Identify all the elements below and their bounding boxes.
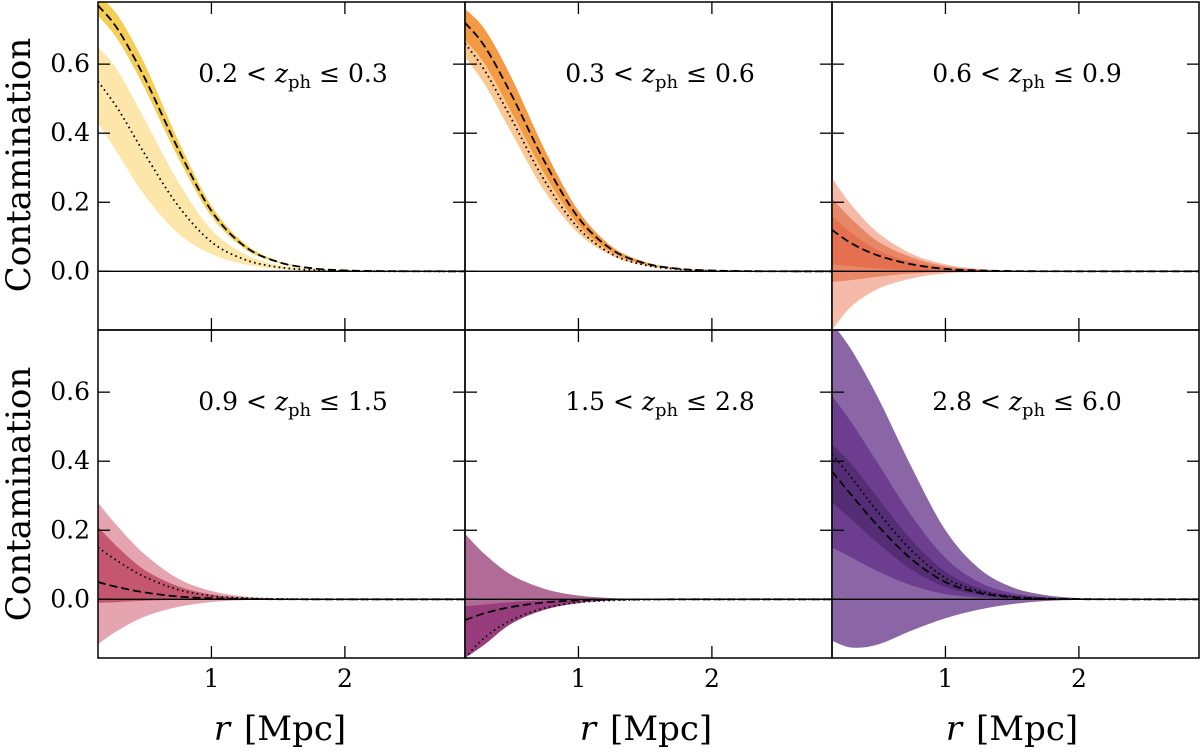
panel-label: 0.6 < zph ≤ 0.9 <box>932 59 1122 93</box>
x-tick-label: 1 <box>570 664 586 693</box>
y-axis-label-bottom: Contamination <box>0 367 39 622</box>
dotted-curve <box>465 598 832 658</box>
plot-area <box>832 330 1199 648</box>
panel-2: 0.3 < zph ≤ 0.6 <box>464 1 833 331</box>
x-tick-label: 2 <box>337 664 353 693</box>
panel-label: 0.3 < zph ≤ 0.6 <box>565 59 755 93</box>
plot-area <box>98 502 465 645</box>
y-tick-label: 0.2 <box>50 187 90 216</box>
x-axis-label-2: r [Mpc] <box>580 709 712 749</box>
uncertainty-band <box>465 599 832 658</box>
y-tick-label: 0.6 <box>50 49 90 78</box>
panel-3: 0.6 < zph ≤ 0.9 <box>831 1 1200 331</box>
y-tick-label: 0.6 <box>50 377 90 406</box>
y-tick-label: 0.4 <box>50 118 90 147</box>
dashed-curve <box>832 470 1199 601</box>
panel-label: 0.2 < zph ≤ 0.3 <box>198 59 388 93</box>
x-axis-var: r <box>580 709 598 749</box>
panel-5: 1 2 1.5 < zph ≤ 2.8 <box>464 329 833 693</box>
dashed-curve <box>465 22 832 273</box>
panel-frame <box>831 329 1200 659</box>
panel-1: 0.0 0.2 0.4 0.6 0.2 < zph ≤ 0.3 <box>50 1 466 331</box>
uncertainty-band <box>832 178 1199 330</box>
uncertainty-band <box>465 533 832 658</box>
x-axis-unit: [Mpc] <box>244 709 346 749</box>
panel-frame <box>464 1 833 331</box>
plot-area <box>465 8 832 273</box>
y-tick-label: 0.4 <box>50 446 90 475</box>
x-axis-var: r <box>946 709 964 749</box>
panel-label: 0.9 < zph ≤ 1.5 <box>198 387 388 421</box>
uncertainty-band <box>465 8 832 272</box>
uncertainty-band <box>832 443 1199 600</box>
x-tick-label: 2 <box>1071 664 1087 693</box>
uncertainty-band <box>98 502 465 645</box>
dashed-curve <box>832 229 1199 273</box>
y-axis-label-top: Contamination <box>0 38 39 293</box>
plot-area <box>832 178 1199 330</box>
y-tick-label: 0.2 <box>50 515 90 544</box>
x-axis-unit: [Mpc] <box>610 709 712 749</box>
plot-area <box>98 2 465 273</box>
uncertainty-band <box>98 46 465 272</box>
x-tick-label: 1 <box>937 664 953 693</box>
x-axis-var: r <box>214 709 232 749</box>
uncertainty-band <box>98 526 465 603</box>
panel-6: 1 2 2.8 < zph ≤ 6.0 <box>831 329 1200 693</box>
dotted-curve <box>465 42 832 273</box>
panel-4: 0.0 0.2 0.4 0.6 1 2 0.9 < zph ≤ 1.5 <box>50 329 466 693</box>
x-axis-unit: [Mpc] <box>976 709 1078 749</box>
uncertainty-band <box>832 216 1199 272</box>
x-axis-label-3: r [Mpc] <box>946 709 1078 749</box>
uncertainty-band <box>832 198 1199 282</box>
y-tick-label: 0.0 <box>50 256 90 285</box>
x-axis-label-1: r [Mpc] <box>214 709 346 749</box>
panel-label: 2.8 < zph ≤ 6.0 <box>932 387 1122 421</box>
dashed-curve <box>98 4 465 273</box>
x-tick-label: 1 <box>203 664 219 693</box>
dotted-curve <box>98 546 465 601</box>
uncertainty-band <box>832 395 1199 600</box>
x-tick-label: 2 <box>704 664 720 693</box>
plot-area <box>465 533 832 658</box>
panels-group: 0.0 0.2 0.4 0.6 0.2 < zph ≤ 0.3 0.3 < zph ≤ 0… <box>50 1 1200 693</box>
y-tick-label: 0.0 <box>50 584 90 613</box>
panel-label: 1.5 < zph ≤ 2.8 <box>565 387 755 421</box>
